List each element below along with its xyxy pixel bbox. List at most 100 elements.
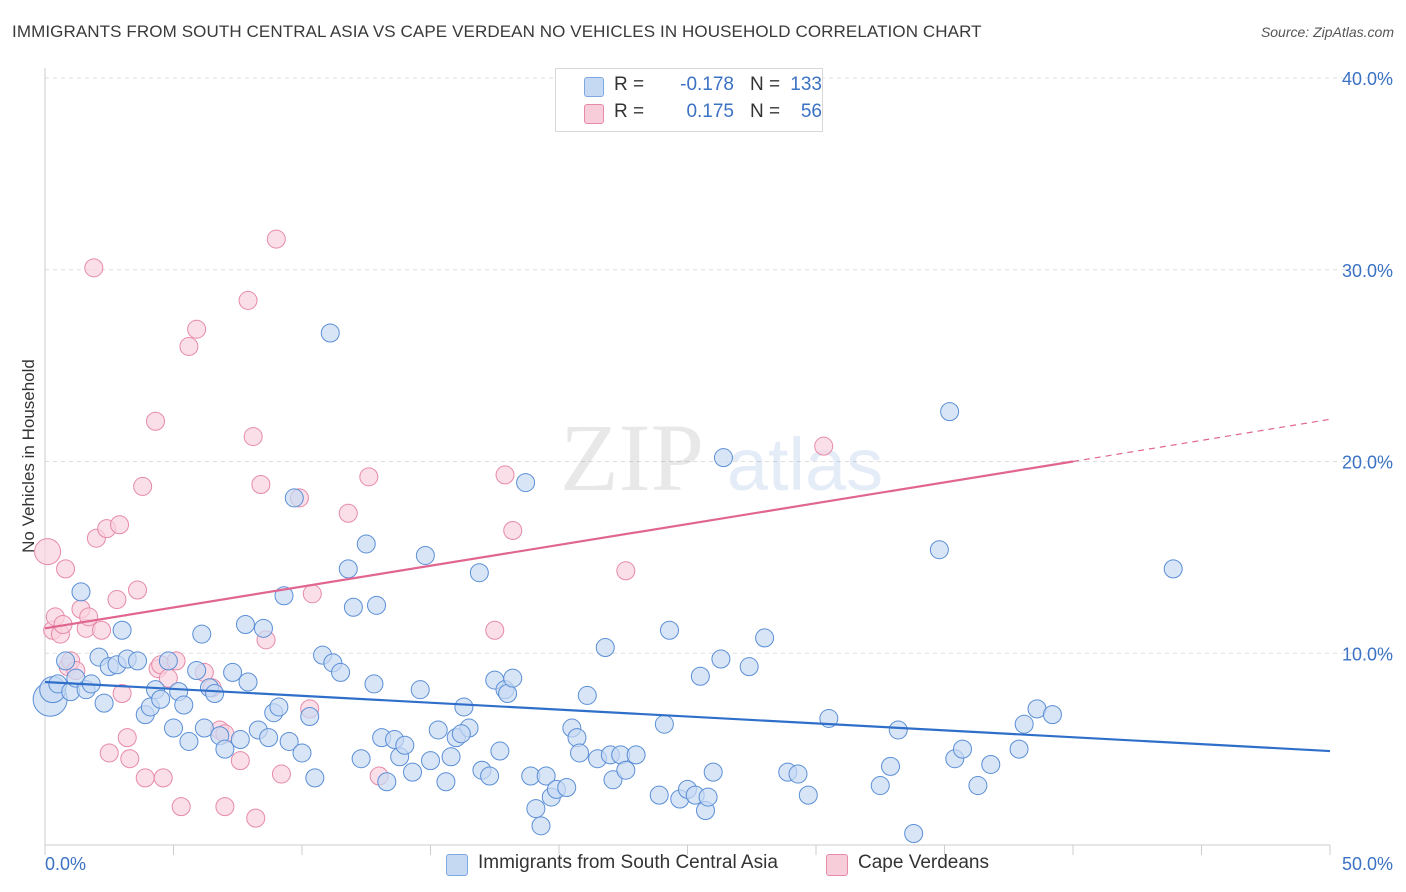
cape-verdean-point: [271, 764, 291, 784]
cape-verdean-point: [243, 427, 263, 447]
south-central-asia-point: [112, 620, 132, 640]
cape-verdean-point: [238, 290, 258, 310]
cape-verdean-point: [135, 768, 155, 788]
south-central-asia-point: [1042, 705, 1062, 725]
cape-verdean-point: [246, 808, 266, 828]
y-tick-label: 30.0%: [1342, 261, 1393, 281]
south-central-asia-point: [649, 785, 669, 805]
south-central-asia-point: [269, 697, 289, 717]
south-central-asia-point: [1014, 714, 1034, 734]
trend-lines: [44, 418, 1331, 753]
legend-r-label: R =: [614, 101, 645, 122]
cape-verdean-point: [187, 319, 207, 339]
cape-verdean-point: [616, 561, 636, 581]
south-central-asia-point: [56, 651, 76, 671]
correlation-legend: R = -0.178 N = 133 R = 0.175 N = 56: [555, 68, 823, 132]
trend-line-blue: [44, 680, 1331, 753]
south-central-asia-point: [305, 768, 325, 788]
south-central-asia-point: [451, 724, 471, 744]
watermark: ZIP atlas: [560, 404, 883, 511]
south-central-asia-point: [192, 624, 212, 644]
south-central-asia-point: [428, 720, 448, 740]
cape-verdean-point: [230, 751, 250, 771]
cape-verdean-point: [117, 728, 137, 748]
south-central-asia-point: [187, 661, 207, 681]
south-central-asia-point: [660, 620, 680, 640]
south-central-asia-point: [179, 731, 199, 751]
south-central-asia-point: [881, 756, 901, 776]
south-central-asia-point: [940, 402, 960, 422]
chart-title: IMMIGRANTS FROM SOUTH CENTRAL ASIA VS CA…: [12, 22, 982, 41]
cape-verdean-point: [56, 559, 76, 579]
south-central-asia-point: [503, 668, 523, 688]
trend-line-pink-extension: [1072, 418, 1331, 463]
south-central-asia-point: [480, 766, 500, 786]
south-central-asia-point: [703, 762, 723, 782]
legend-r-label: R =: [614, 74, 645, 95]
south-central-asia-point: [292, 743, 312, 763]
south-central-asia-point: [698, 787, 718, 807]
watermark-atlas: atlas: [727, 423, 883, 506]
south-central-asia-point: [952, 739, 972, 759]
trend-line-pink: [44, 460, 1074, 630]
south-central-asia-point: [230, 730, 250, 750]
cape-verdean-point: [338, 503, 358, 523]
y-tick-label: 20.0%: [1342, 453, 1393, 473]
south-central-asia-point: [490, 741, 510, 761]
south-central-asia-point: [1009, 739, 1029, 759]
cape-verdean-point: [266, 229, 286, 249]
south-central-asia-point: [713, 448, 733, 468]
legend-r-value: 0.175: [686, 101, 734, 122]
south-central-asia-point: [469, 563, 489, 583]
legend-n-value: 56: [800, 101, 822, 122]
south-central-asia-point: [526, 799, 546, 819]
south-central-asia-point: [968, 776, 988, 796]
south-central-asia-point: [739, 657, 759, 677]
south-central-asia-point: [870, 776, 890, 796]
south-central-asia-point: [164, 718, 183, 738]
south-central-asia-point: [253, 618, 273, 638]
south-central-asia-point: [174, 695, 194, 715]
cape-verdean-point: [110, 515, 130, 535]
south-central-asia-point: [395, 735, 415, 755]
x-tick-label: 0.0%: [45, 854, 86, 874]
south-central-asia-point: [215, 739, 235, 759]
south-central-asia-point: [377, 772, 397, 792]
cape-verdean-point: [215, 797, 235, 817]
south-central-asia-point: [223, 662, 243, 682]
south-central-asia-point: [128, 651, 148, 671]
cape-verdean-point: [120, 749, 140, 769]
south-central-asia-point: [981, 754, 1001, 774]
grid-lines: [45, 77, 1392, 654]
south-central-asia-point: [454, 697, 474, 717]
cape-verdean-point: [112, 684, 132, 704]
cape-verdean-point: [503, 521, 523, 541]
legend-r-value: -0.178: [680, 74, 734, 95]
south-central-asia-point: [904, 823, 924, 843]
legend-n-label: N =: [750, 74, 781, 95]
south-central-asia-point: [320, 323, 340, 343]
south-central-asia-point: [536, 766, 556, 786]
south-central-asia-point: [595, 637, 615, 657]
y-tick-label: 10.0%: [1342, 644, 1393, 664]
legend-swatch-pink: [584, 104, 604, 124]
cape-verdean-point: [495, 465, 515, 485]
south-central-asia-point: [343, 597, 363, 617]
south-central-asia-point: [626, 745, 646, 765]
cape-verdean-point: [128, 580, 148, 600]
cape-verdean-point: [302, 584, 322, 604]
cape-verdean-point: [84, 258, 104, 278]
south-central-asia-point: [788, 764, 808, 784]
south-central-asia-point: [570, 743, 590, 763]
cape-verdean-point: [99, 743, 119, 763]
south-central-asia-point: [331, 662, 351, 682]
south-central-asia-point: [755, 628, 775, 648]
cape-verdean-point: [34, 538, 62, 566]
south-central-asia-point: [94, 693, 114, 713]
legend-n-label: N =: [750, 101, 781, 122]
south-central-asia-point: [690, 666, 710, 686]
south-central-asia-point: [654, 714, 674, 734]
series-swatch-pink: [826, 854, 848, 876]
south-central-asia-point: [238, 672, 258, 692]
